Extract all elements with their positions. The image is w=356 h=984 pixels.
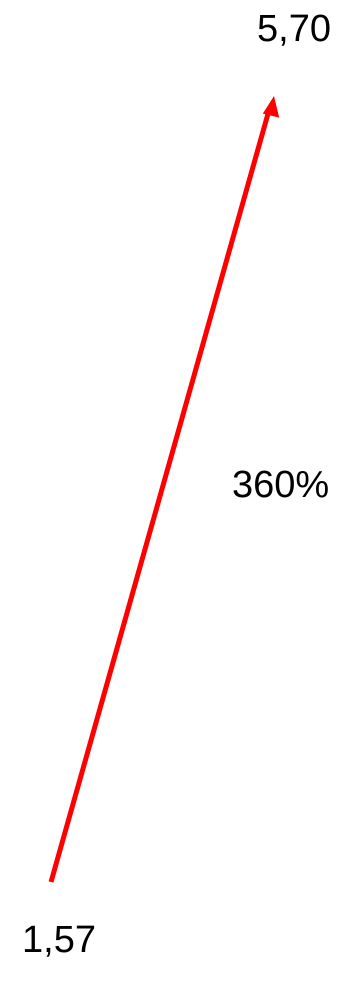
- arrow-line: [48, 111, 271, 883]
- start-value-label: 1,57: [22, 919, 96, 961]
- arrowhead-icon: [262, 96, 280, 118]
- change-percent-label: 360%: [232, 464, 330, 506]
- end-value-label: 5,70: [257, 8, 331, 50]
